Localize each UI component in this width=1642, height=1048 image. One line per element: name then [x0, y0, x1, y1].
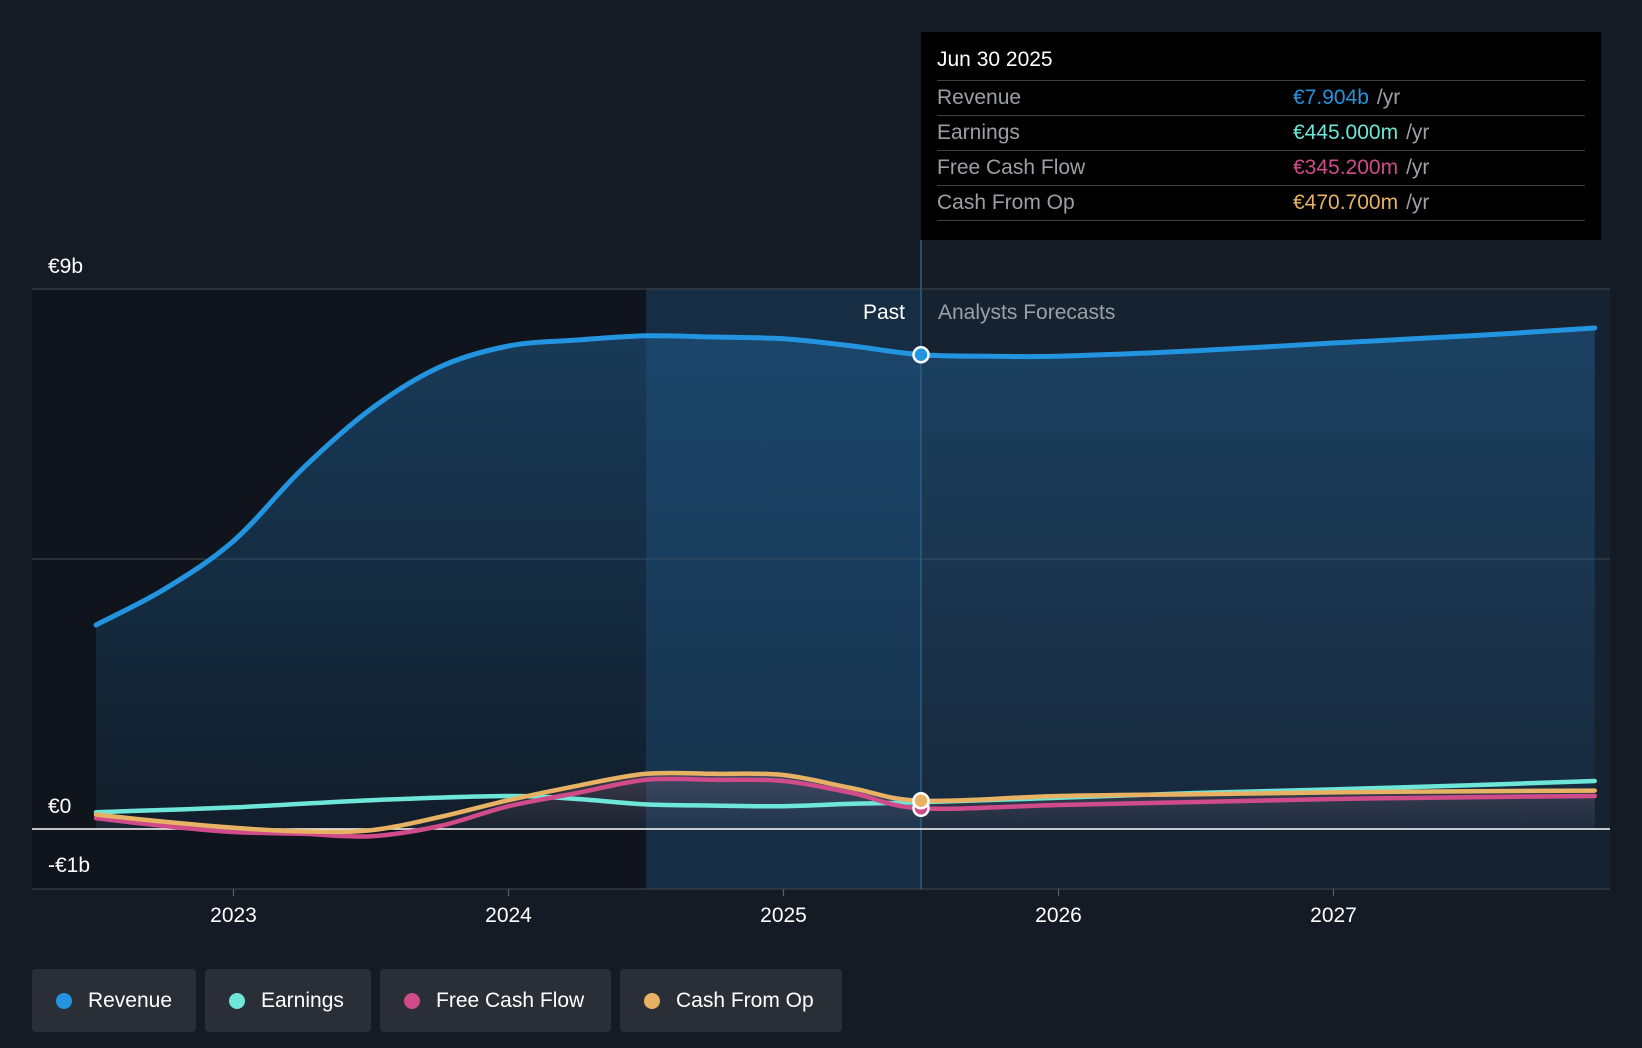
- legend-dot-icon: [229, 992, 245, 1009]
- legend-label: Free Cash Flow: [436, 988, 585, 1012]
- tooltip: Jun 30 2025 Revenue €7.904b /yr Earnings…: [921, 32, 1601, 240]
- x-tick-label: 2023: [210, 904, 257, 927]
- x-axis-labels: 2023 2024 2025 2026 2027: [210, 889, 1357, 927]
- legend-label: Revenue: [87, 988, 172, 1012]
- legend-item-earnings[interactable]: Earnings: [205, 969, 371, 1032]
- x-tick-label: 2027: [1310, 904, 1357, 927]
- markers: [912, 346, 930, 818]
- series-lines: [93, 325, 1598, 839]
- y-tick-label: €9b: [48, 255, 83, 278]
- x-tick-label: 2025: [760, 904, 807, 927]
- legend-dot-icon: [56, 992, 72, 1009]
- series-line-free-cash-flow: [93, 776, 1597, 839]
- tooltip-unit: /yr: [1406, 156, 1430, 179]
- legend-label: Cash From Op: [676, 988, 814, 1012]
- legend-item-free-cash-flow[interactable]: Free Cash Flow: [380, 969, 611, 1032]
- y-tick-label: €0: [48, 795, 71, 818]
- tooltip-label: Earnings: [937, 121, 1020, 144]
- tooltip-unit: /yr: [1376, 86, 1401, 109]
- series-line-earnings: [93, 778, 1597, 815]
- tooltip-row-revenue: Revenue €7.904b /yr: [937, 80, 1585, 115]
- tooltip-label: Free Cash Flow: [937, 156, 1086, 179]
- past-label: Past: [863, 301, 905, 324]
- marker-cash-from-op[interactable]: [912, 792, 930, 810]
- tooltip-row-cash-from-op: Cash From Op €470.700m /yr: [937, 185, 1585, 221]
- tooltip-date: Jun 30 2025: [937, 48, 1053, 71]
- legend-label: Earnings: [261, 988, 344, 1012]
- marker-revenue[interactable]: [912, 346, 930, 364]
- legend-dot-icon: [404, 992, 420, 1009]
- tooltip-value: €445.000m: [1293, 121, 1399, 144]
- tooltip-unit: /yr: [1406, 121, 1430, 144]
- tooltip-label: Cash From Op: [937, 191, 1075, 214]
- tooltip-label: Revenue: [937, 86, 1022, 109]
- series-line-cash-from-op: [93, 770, 1597, 835]
- tooltip-row-free-cash-flow: Free Cash Flow €345.200m /yr: [937, 150, 1585, 185]
- revenue-area: [96, 328, 1595, 829]
- legend: Revenue Earnings Free Cash Flow Cash Fro…: [32, 969, 842, 1032]
- tooltip-row-earnings: Earnings €445.000m /yr: [937, 115, 1585, 150]
- series-line-revenue: [93, 325, 1598, 628]
- tooltip-value: €470.700m: [1293, 191, 1399, 214]
- tooltip-value: €345.200m: [1293, 156, 1399, 179]
- x-tick-label: 2026: [1035, 904, 1082, 927]
- legend-item-cash-from-op[interactable]: Cash From Op: [620, 969, 842, 1032]
- legend-dot-icon: [644, 992, 660, 1009]
- x-tick-label: 2024: [485, 904, 532, 927]
- tooltip-value: €7.904b: [1293, 86, 1369, 109]
- y-axis-labels: €9b €0 -€1b: [48, 255, 90, 877]
- y-tick-label: -€1b: [48, 854, 90, 877]
- tooltip-unit: /yr: [1406, 191, 1430, 214]
- forecast-label: Analysts Forecasts: [938, 301, 1115, 324]
- legend-item-revenue[interactable]: Revenue: [32, 969, 196, 1032]
